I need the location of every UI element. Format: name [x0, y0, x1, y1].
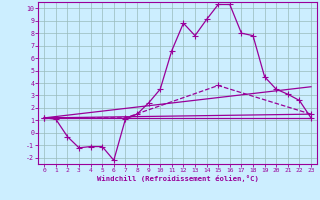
X-axis label: Windchill (Refroidissement éolien,°C): Windchill (Refroidissement éolien,°C) — [97, 175, 259, 182]
